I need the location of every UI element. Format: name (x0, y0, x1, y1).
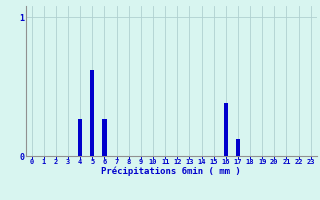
X-axis label: Précipitations 6min ( mm ): Précipitations 6min ( mm ) (101, 167, 241, 176)
Bar (102, 118, 107, 156)
Bar (78, 118, 82, 156)
Bar (236, 139, 240, 156)
Bar (90, 70, 94, 156)
Bar (224, 103, 228, 156)
